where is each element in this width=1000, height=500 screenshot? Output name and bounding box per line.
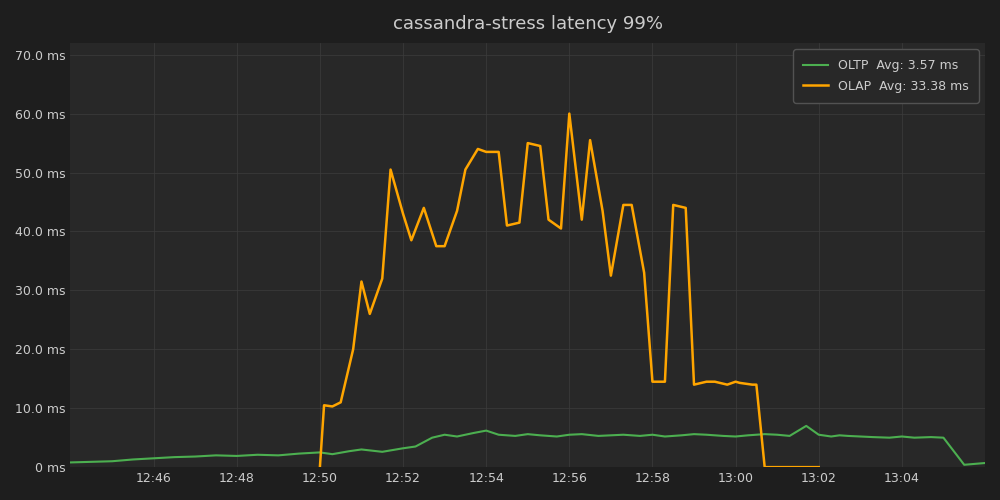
OLTP  Avg: 3.57 ms: (9, 5.5): 3.57 ms: (9, 5.5) — [439, 432, 451, 438]
OLAP  Avg: 33.38 ms: (6.8, 20): 33.38 ms: (6.8, 20) — [347, 346, 359, 352]
OLAP  Avg: 33.38 ms: (16.4, 14): 33.38 ms: (16.4, 14) — [746, 382, 758, 388]
OLAP  Avg: 33.38 ms: (15.8, 14): 33.38 ms: (15.8, 14) — [721, 382, 733, 388]
OLAP  Avg: 33.38 ms: (13, 32.5): 33.38 ms: (13, 32.5) — [605, 272, 617, 278]
Legend: OLTP  Avg: 3.57 ms, OLAP  Avg: 33.38 ms: OLTP Avg: 3.57 ms, OLAP Avg: 33.38 ms — [793, 49, 979, 102]
OLAP  Avg: 33.38 ms: (10.8, 41.5): 33.38 ms: (10.8, 41.5) — [513, 220, 525, 226]
OLTP  Avg: 3.57 ms: (0, 0.8): 3.57 ms: (0, 0.8) — [64, 460, 76, 466]
OLTP  Avg: 3.57 ms: (8.7, 5): 3.57 ms: (8.7, 5) — [426, 434, 438, 440]
OLAP  Avg: 33.38 ms: (9.5, 50.5): 33.38 ms: (9.5, 50.5) — [459, 166, 471, 172]
OLAP  Avg: 33.38 ms: (16.7, 0): 33.38 ms: (16.7, 0) — [759, 464, 771, 470]
OLTP  Avg: 3.57 ms: (14.7, 5.4): 3.57 ms: (14.7, 5.4) — [676, 432, 688, 438]
OLAP  Avg: 33.38 ms: (16.1, 14.3): 33.38 ms: (16.1, 14.3) — [734, 380, 746, 386]
OLAP  Avg: 33.38 ms: (14.3, 14.5): 33.38 ms: (14.3, 14.5) — [659, 378, 671, 384]
OLAP  Avg: 33.38 ms: (11.8, 40.5): 33.38 ms: (11.8, 40.5) — [555, 226, 567, 232]
OLAP  Avg: 33.38 ms: (8, 43): 33.38 ms: (8, 43) — [397, 211, 409, 217]
OLAP  Avg: 33.38 ms: (13.3, 44.5): 33.38 ms: (13.3, 44.5) — [617, 202, 629, 208]
OLAP  Avg: 33.38 ms: (14, 14.5): 33.38 ms: (14, 14.5) — [646, 378, 658, 384]
OLAP  Avg: 33.38 ms: (10.3, 53.5): 33.38 ms: (10.3, 53.5) — [493, 149, 505, 155]
OLAP  Avg: 33.38 ms: (16, 14.5): 33.38 ms: (16, 14.5) — [730, 378, 742, 384]
OLAP  Avg: 33.38 ms: (7, 31.5): 33.38 ms: (7, 31.5) — [355, 278, 367, 284]
OLAP  Avg: 33.38 ms: (6.3, 10.3): 33.38 ms: (6.3, 10.3) — [326, 404, 338, 409]
OLAP  Avg: 33.38 ms: (14.5, 44.5): 33.38 ms: (14.5, 44.5) — [667, 202, 679, 208]
OLAP  Avg: 33.38 ms: (7.5, 32): 33.38 ms: (7.5, 32) — [376, 276, 388, 281]
OLAP  Avg: 33.38 ms: (12.5, 55.5): 33.38 ms: (12.5, 55.5) — [584, 137, 596, 143]
OLAP  Avg: 33.38 ms: (15, 14): 33.38 ms: (15, 14) — [688, 382, 700, 388]
OLAP  Avg: 33.38 ms: (17.5, 0): 33.38 ms: (17.5, 0) — [792, 464, 804, 470]
OLAP  Avg: 33.38 ms: (10.5, 41): 33.38 ms: (10.5, 41) — [501, 222, 513, 228]
OLAP  Avg: 33.38 ms: (8.5, 44): 33.38 ms: (8.5, 44) — [418, 205, 430, 211]
OLAP  Avg: 33.38 ms: (12, 60): 33.38 ms: (12, 60) — [563, 110, 575, 116]
OLAP  Avg: 33.38 ms: (13.8, 33): 33.38 ms: (13.8, 33) — [638, 270, 650, 276]
OLTP  Avg: 3.57 ms: (5, 2): 3.57 ms: (5, 2) — [272, 452, 284, 458]
OLAP  Avg: 33.38 ms: (6.5, 11): 33.38 ms: (6.5, 11) — [335, 400, 347, 406]
OLAP  Avg: 33.38 ms: (11, 55): 33.38 ms: (11, 55) — [522, 140, 534, 146]
OLTP  Avg: 3.57 ms: (7, 3): 3.57 ms: (7, 3) — [355, 446, 367, 452]
OLAP  Avg: 33.38 ms: (8.2, 38.5): 33.38 ms: (8.2, 38.5) — [405, 238, 417, 244]
Line: OLAP  Avg: 33.38 ms: OLAP Avg: 33.38 ms — [320, 114, 819, 467]
OLTP  Avg: 3.57 ms: (8, 3.2): 3.57 ms: (8, 3.2) — [397, 446, 409, 452]
OLAP  Avg: 33.38 ms: (16.2, 14.2): 33.38 ms: (16.2, 14.2) — [738, 380, 750, 386]
OLAP  Avg: 33.38 ms: (7.2, 26): 33.38 ms: (7.2, 26) — [364, 311, 376, 317]
OLAP  Avg: 33.38 ms: (18, 0): 33.38 ms: (18, 0) — [813, 464, 825, 470]
OLAP  Avg: 33.38 ms: (14.8, 44): 33.38 ms: (14.8, 44) — [680, 205, 692, 211]
OLAP  Avg: 33.38 ms: (6, 0): 33.38 ms: (6, 0) — [314, 464, 326, 470]
OLTP  Avg: 3.57 ms: (22, 0.7): 3.57 ms: (22, 0.7) — [979, 460, 991, 466]
OLTP  Avg: 3.57 ms: (17.7, 7): 3.57 ms: (17.7, 7) — [800, 423, 812, 429]
OLAP  Avg: 33.38 ms: (9.3, 43.5): 33.38 ms: (9.3, 43.5) — [451, 208, 463, 214]
OLAP  Avg: 33.38 ms: (15.3, 14.5): 33.38 ms: (15.3, 14.5) — [700, 378, 712, 384]
OLAP  Avg: 33.38 ms: (12.3, 42): 33.38 ms: (12.3, 42) — [576, 216, 588, 222]
OLAP  Avg: 33.38 ms: (12.8, 43.5): 33.38 ms: (12.8, 43.5) — [597, 208, 609, 214]
Line: OLTP  Avg: 3.57 ms: OLTP Avg: 3.57 ms — [70, 426, 985, 465]
OLAP  Avg: 33.38 ms: (11.3, 54.5): 33.38 ms: (11.3, 54.5) — [534, 143, 546, 149]
OLAP  Avg: 33.38 ms: (9.8, 54): 33.38 ms: (9.8, 54) — [472, 146, 484, 152]
OLAP  Avg: 33.38 ms: (11.5, 42): 33.38 ms: (11.5, 42) — [543, 216, 555, 222]
OLAP  Avg: 33.38 ms: (7.7, 50.5): 33.38 ms: (7.7, 50.5) — [385, 166, 397, 172]
Title: cassandra-stress latency 99%: cassandra-stress latency 99% — [393, 15, 663, 33]
OLAP  Avg: 33.38 ms: (16.5, 14): 33.38 ms: (16.5, 14) — [750, 382, 762, 388]
OLAP  Avg: 33.38 ms: (6.1, 10.5): 33.38 ms: (6.1, 10.5) — [318, 402, 330, 408]
OLTP  Avg: 3.57 ms: (21.5, 0.4): 3.57 ms: (21.5, 0.4) — [958, 462, 970, 468]
OLAP  Avg: 33.38 ms: (9, 37.5): 33.38 ms: (9, 37.5) — [439, 243, 451, 249]
OLAP  Avg: 33.38 ms: (10, 53.5): 33.38 ms: (10, 53.5) — [480, 149, 492, 155]
OLAP  Avg: 33.38 ms: (13.5, 44.5): 33.38 ms: (13.5, 44.5) — [626, 202, 638, 208]
OLAP  Avg: 33.38 ms: (8.8, 37.5): 33.38 ms: (8.8, 37.5) — [430, 243, 442, 249]
OLAP  Avg: 33.38 ms: (15.5, 14.5): 33.38 ms: (15.5, 14.5) — [709, 378, 721, 384]
